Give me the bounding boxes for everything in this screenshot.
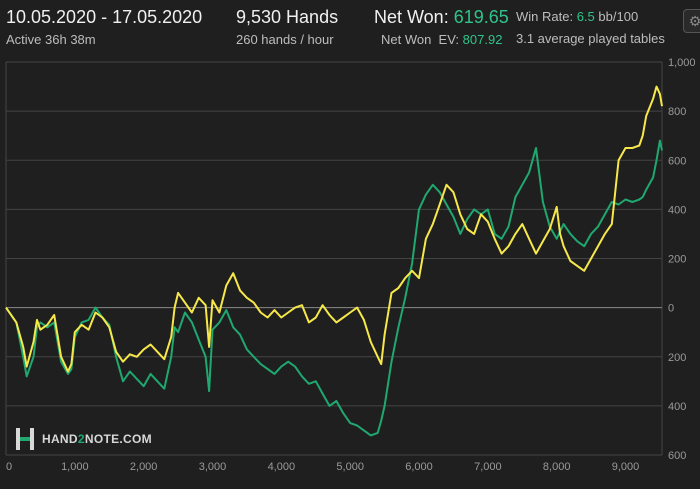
date-range: 10.05.2020 - 17.05.2020 bbox=[6, 7, 203, 27]
x-tick-label: 1,000 bbox=[61, 461, 89, 473]
ev-line bbox=[5, 139, 663, 437]
y-tick-label: 200 bbox=[668, 254, 686, 266]
chart-ticks: 1,000 800 600 400 200 0 200 400 600 0 1,000 2,000 3,… bbox=[6, 57, 696, 473]
settings-button[interactable]: ⚙ bbox=[683, 9, 700, 33]
header-summary: 10.05.2020 - 17.05.2020 Active 36h 38m 9… bbox=[0, 0, 700, 56]
y-tick-label: 0 bbox=[668, 303, 674, 315]
y-tick-label: 200 bbox=[668, 352, 686, 364]
x-tick-label: 0 bbox=[6, 461, 12, 473]
x-tick-label: 2,000 bbox=[130, 461, 158, 473]
net-won-value: 619.65 bbox=[453, 7, 509, 27]
net-won-label: Net Won: bbox=[374, 7, 449, 27]
net-won-ev: Net Won EV: 807.92 bbox=[381, 32, 502, 47]
x-tick-label: 6,000 bbox=[405, 461, 433, 473]
chart-lines bbox=[5, 85, 663, 437]
win-rate: Win Rate: 6.5 bb/100 bbox=[516, 9, 638, 24]
hands-count: 9,530 Hands bbox=[236, 7, 339, 27]
hands-per-hour: 260 hands / hour bbox=[236, 32, 334, 47]
net-won-ev-value: 807.92 bbox=[462, 32, 503, 47]
average-tables: 3.1 average played tables bbox=[516, 31, 665, 46]
y-tick-label: 600 bbox=[668, 450, 686, 462]
win-rate-value: 6.5 bbox=[576, 9, 595, 24]
x-tick-label: 4,000 bbox=[268, 461, 296, 473]
net-won-ev-label: Net Won EV: bbox=[381, 32, 460, 47]
win-rate-unit: bb/100 bbox=[598, 9, 639, 24]
x-tick-label: 7,000 bbox=[474, 461, 502, 473]
x-tick-label: 9,000 bbox=[612, 461, 640, 473]
y-tick-label: 400 bbox=[668, 204, 686, 216]
y-tick-label: 400 bbox=[668, 401, 686, 413]
logo-text: HAND2NOTE.COM bbox=[42, 432, 152, 446]
chart-grid bbox=[5, 61, 663, 456]
h-logo-icon bbox=[16, 428, 34, 450]
x-tick-label: 5,000 bbox=[336, 461, 364, 473]
y-tick-label: 1,000 bbox=[668, 57, 696, 69]
net-won-line bbox=[5, 85, 663, 373]
x-tick-label: 3,000 bbox=[199, 461, 227, 473]
hand2note-logo: HAND2NOTE.COM bbox=[16, 428, 152, 450]
y-tick-label: 800 bbox=[668, 106, 686, 118]
win-rate-label: Win Rate: bbox=[516, 9, 574, 24]
active-time: Active 36h 38m bbox=[6, 32, 96, 47]
net-won: Net Won: 619.65 bbox=[374, 7, 509, 28]
x-tick-label: 8,000 bbox=[543, 461, 571, 473]
y-tick-label: 600 bbox=[668, 155, 686, 167]
gear-icon: ⚙ bbox=[688, 13, 700, 29]
